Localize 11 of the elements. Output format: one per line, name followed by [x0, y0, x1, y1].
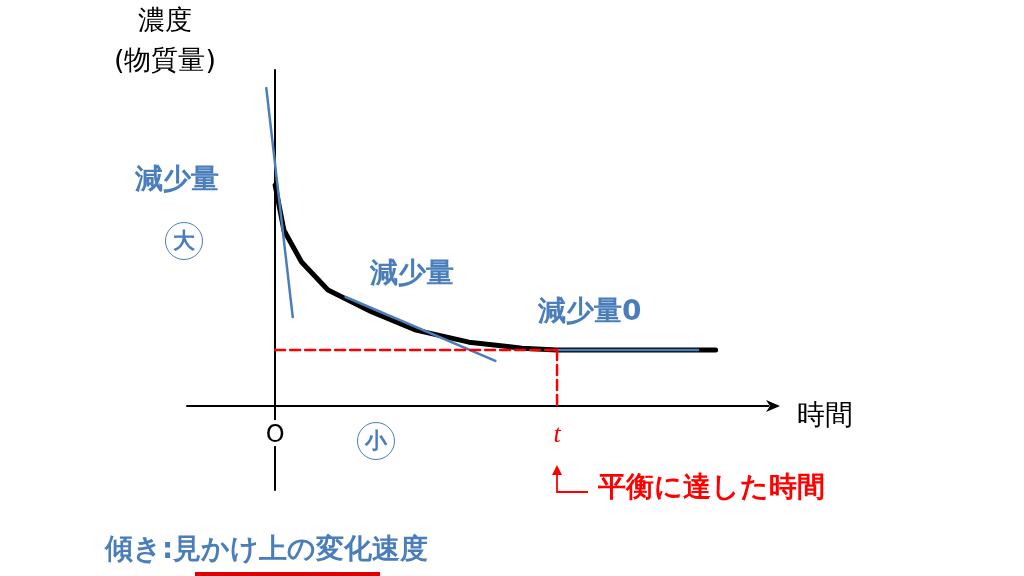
- text: 小: [357, 422, 395, 460]
- x-tick-label: O: [265, 420, 285, 449]
- y-axis-title: 濃度 (物質量): [112, 3, 218, 77]
- annotation: 大: [165, 222, 203, 260]
- x-tick-label: t: [553, 418, 562, 448]
- text: 平衡に達した時間: [598, 469, 825, 505]
- x-axis-title: 時間: [797, 397, 853, 433]
- annotation: 減少量: [135, 161, 219, 197]
- annotation: 減少量: [370, 255, 454, 291]
- annotation: 減少量0: [538, 293, 642, 329]
- text: 傾き:見かけ上の変化速度: [105, 531, 429, 567]
